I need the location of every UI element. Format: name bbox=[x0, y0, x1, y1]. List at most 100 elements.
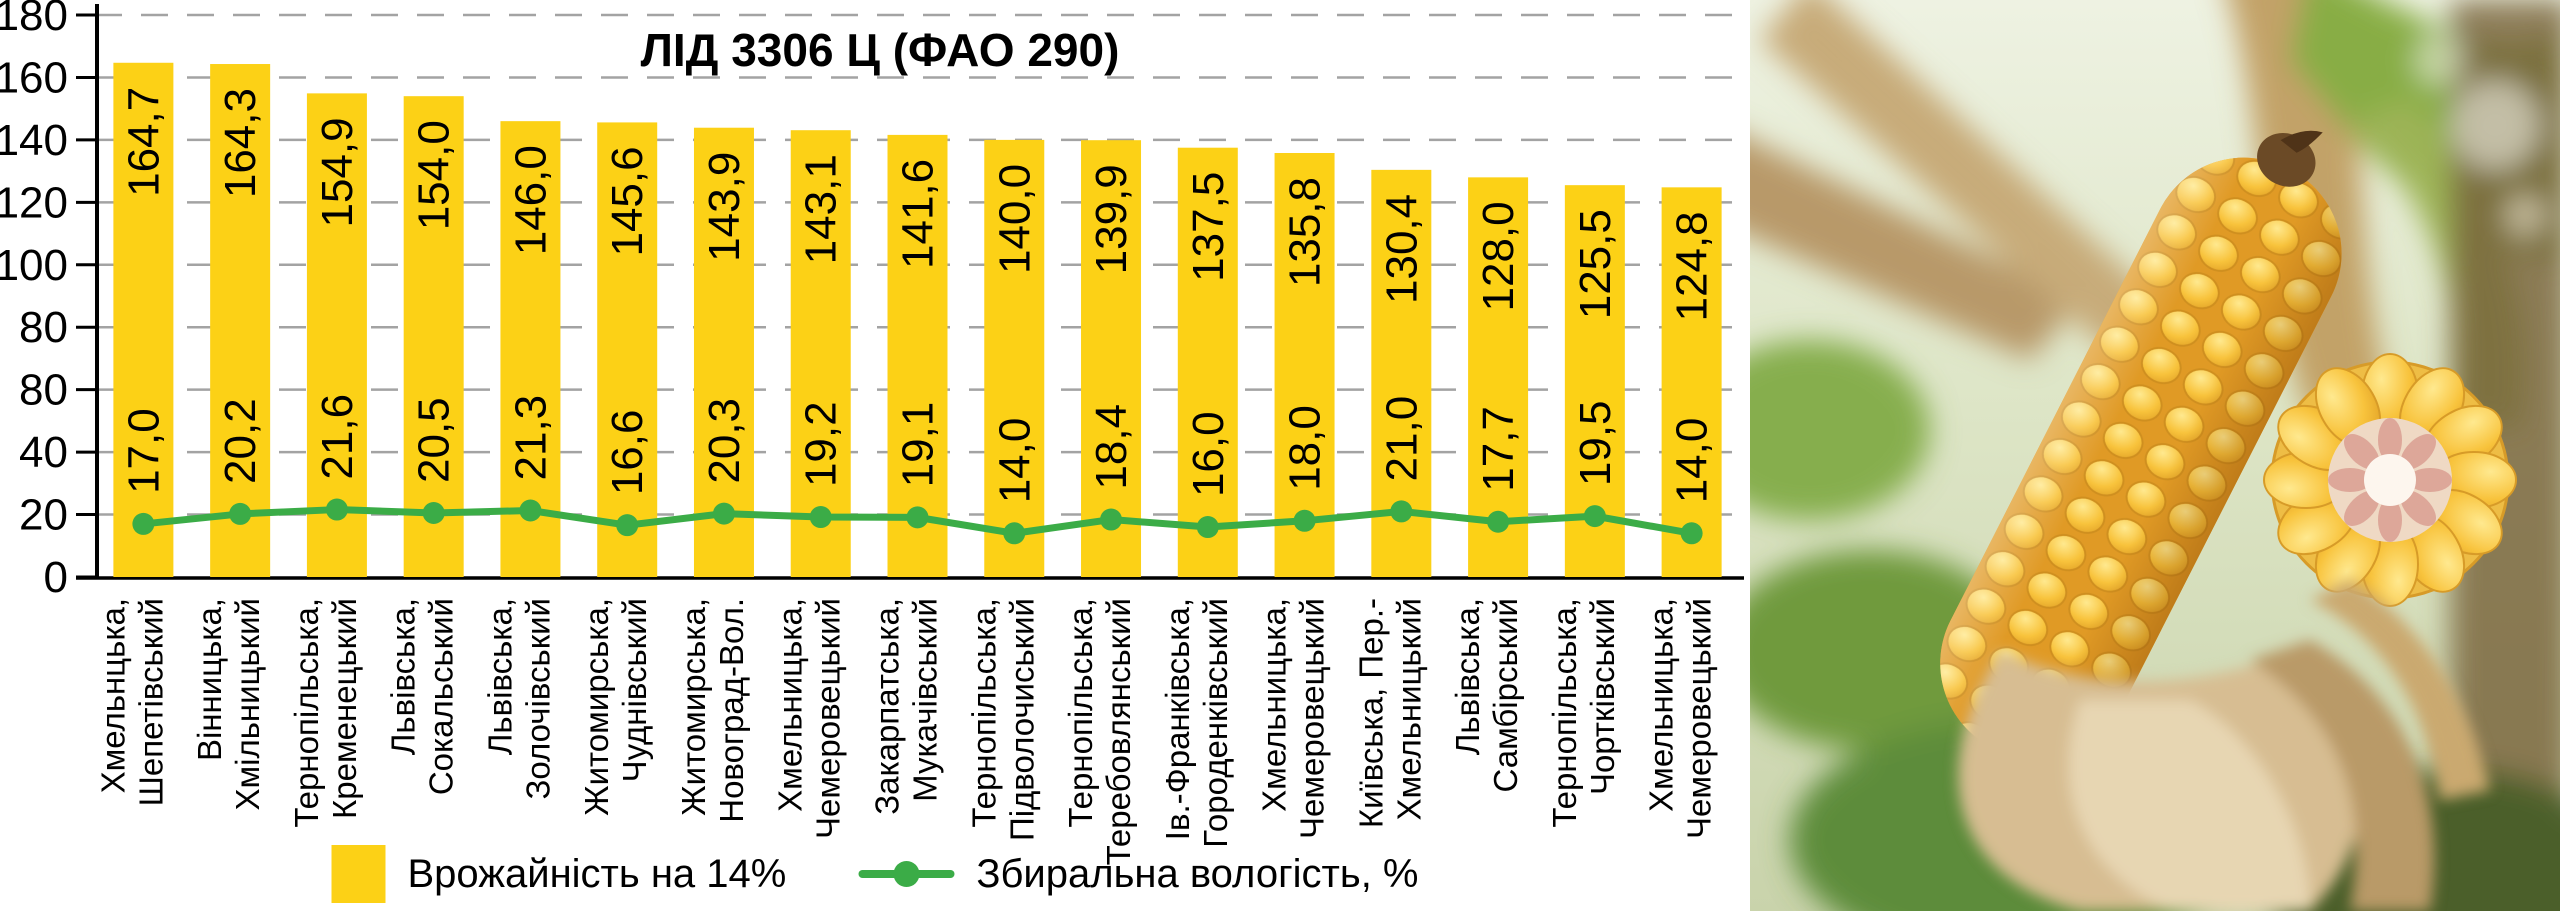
category-label-line2: Новоград-Вол. bbox=[713, 598, 750, 823]
yield-bar bbox=[210, 64, 271, 577]
cross-section-streak bbox=[2343, 490, 2380, 527]
category-label-line2: Золочівський bbox=[519, 598, 556, 800]
corn-field-photo bbox=[1750, 0, 2560, 911]
chart-title: ЛІД 3306 Ц (ФАО 290) bbox=[641, 24, 1120, 76]
yield-bar bbox=[1081, 140, 1142, 577]
category-label-line2: Кременецький bbox=[326, 598, 363, 819]
moisture-marker bbox=[712, 502, 735, 525]
x-axis-label: Львівська, Золочівський bbox=[481, 598, 556, 800]
x-axis-label: Тернопільська, Чортківський bbox=[1546, 598, 1621, 828]
yield-value-label: 141,6 bbox=[894, 159, 943, 269]
moisture-marker bbox=[1003, 522, 1026, 545]
category-label-line1: Хмельницька, bbox=[772, 598, 809, 812]
moisture-value-label: 14,0 bbox=[1668, 418, 1717, 504]
moisture-marker bbox=[1487, 510, 1510, 533]
yield-value-label: 125,5 bbox=[1571, 209, 1620, 319]
yield-value-label: 143,9 bbox=[700, 152, 749, 262]
moisture-value-label: 16,6 bbox=[603, 410, 652, 496]
yield-bar bbox=[1274, 153, 1335, 577]
y-axis-tick-label: 160 bbox=[0, 53, 68, 102]
moisture-marker bbox=[616, 514, 639, 537]
cross-section-streak bbox=[2378, 418, 2402, 462]
y-axis-tick-label: 80 bbox=[19, 366, 68, 415]
yield-value-label: 130,4 bbox=[1377, 194, 1426, 304]
x-axis-label: Львівська, Самбірський bbox=[1449, 598, 1524, 792]
category-label-line2: Городенківський bbox=[1197, 598, 1234, 848]
category-label-line2: Шепетівський bbox=[132, 598, 169, 806]
y-axis-tick-label: 80 bbox=[19, 303, 68, 352]
moisture-marker bbox=[229, 502, 252, 525]
category-label-line1: Львівська, bbox=[385, 598, 422, 755]
legend-item-moisture: Збиральна вологість, % bbox=[858, 851, 1419, 897]
moisture-marker bbox=[1196, 516, 1219, 539]
x-axis-label: Хмельницька, Чемеровецький bbox=[772, 598, 847, 839]
category-label-line1: Львівська, bbox=[1449, 598, 1486, 755]
x-axis-label: Вінницька, Хмільницький bbox=[191, 598, 266, 811]
moisture-line-marker bbox=[893, 861, 920, 887]
yield-value-label: 146,0 bbox=[506, 145, 555, 255]
yield-value-label: 154,9 bbox=[313, 117, 362, 227]
category-label-line2: Хмільницький bbox=[229, 598, 266, 811]
category-label-line2: Чемеровецький bbox=[810, 598, 847, 839]
category-label-line1: Закарпатська, bbox=[869, 598, 906, 815]
yield-bar bbox=[693, 127, 754, 577]
moisture-value-label: 17,7 bbox=[1474, 406, 1523, 492]
corn-photo-panel bbox=[1750, 0, 2560, 911]
husk-leaves bbox=[1958, 580, 2490, 911]
category-label-line2: Самбірський bbox=[1487, 598, 1524, 792]
moisture-value-label: 17,0 bbox=[119, 408, 168, 494]
y-axis-tick-label: 40 bbox=[19, 428, 68, 477]
moisture-marker bbox=[1680, 522, 1703, 545]
moisture-marker bbox=[1583, 505, 1606, 528]
yield-bar bbox=[403, 96, 464, 577]
yield-value-label: 145,6 bbox=[603, 146, 652, 256]
category-label-line1: Житомирська, bbox=[675, 598, 712, 816]
category-label-line1: Тернопільська, bbox=[1546, 598, 1583, 828]
category-label-line1: Хмельницька, bbox=[1256, 598, 1293, 812]
yield-bar bbox=[1177, 147, 1238, 577]
moisture-value-label: 16,0 bbox=[1184, 411, 1233, 497]
yield-value-label: 143,1 bbox=[797, 154, 846, 264]
category-label-line1: Львівська, bbox=[481, 598, 518, 755]
y-axis-tick-label: 100 bbox=[0, 241, 68, 290]
moisture-marker bbox=[422, 501, 445, 524]
x-axis-label: Львівська, Сокальський bbox=[385, 598, 460, 795]
cross-section-pith bbox=[2364, 454, 2416, 506]
yield-value-label: 164,3 bbox=[216, 88, 265, 198]
yield-value-label: 135,8 bbox=[1281, 177, 1330, 287]
yield-value-label: 128,0 bbox=[1474, 201, 1523, 311]
category-label-line1: Хмельнцька, bbox=[94, 598, 131, 793]
moisture-value-label: 20,2 bbox=[216, 398, 265, 484]
corn-cross-section bbox=[2263, 353, 2517, 607]
moisture-value-label: 18,4 bbox=[1087, 404, 1136, 490]
moisture-value-label: 20,3 bbox=[700, 398, 749, 484]
category-label-line2: Хмельницький bbox=[1390, 598, 1427, 820]
cross-section-streak bbox=[2343, 433, 2380, 470]
y-axis-tick-label: 20 bbox=[19, 491, 68, 540]
yield-value-label: 164,7 bbox=[119, 87, 168, 197]
moisture-marker bbox=[519, 499, 542, 522]
chart-legend: Врожайність на 14% Збиральна вологість, … bbox=[331, 845, 1419, 903]
x-axis-label: Тернопільська, Підволочиський bbox=[965, 598, 1040, 841]
yield-bar bbox=[984, 139, 1045, 577]
yield-bar bbox=[597, 122, 658, 577]
moisture-marker bbox=[906, 506, 929, 529]
x-axis-label: Хмельнцька, Шепетівський bbox=[94, 598, 169, 806]
moisture-value-label: 19,1 bbox=[894, 402, 943, 488]
corn-cob bbox=[1940, 130, 2342, 760]
x-axis-label: Тернопільська, Кременецький bbox=[288, 598, 363, 828]
category-label-line2: Сокальський bbox=[423, 598, 460, 795]
moisture-value-label: 21,0 bbox=[1377, 396, 1426, 482]
legend-moisture-label: Збиральна вологість, % bbox=[976, 851, 1419, 896]
yield-bar bbox=[887, 134, 948, 578]
category-label-line2: Чуднівський bbox=[616, 598, 653, 782]
cross-section-streak bbox=[2378, 498, 2402, 542]
moisture-value-label: 20,5 bbox=[410, 397, 459, 483]
yield-value-label: 140,0 bbox=[990, 164, 1039, 274]
category-label-line1: Київська, Пер.- bbox=[1352, 598, 1389, 828]
moisture-marker bbox=[809, 506, 832, 529]
category-label-line2: Чемеровецький bbox=[1294, 598, 1331, 839]
moisture-value-label: 14,0 bbox=[990, 418, 1039, 504]
yield-bar bbox=[1468, 177, 1529, 577]
yield-value-label: 137,5 bbox=[1184, 172, 1233, 282]
